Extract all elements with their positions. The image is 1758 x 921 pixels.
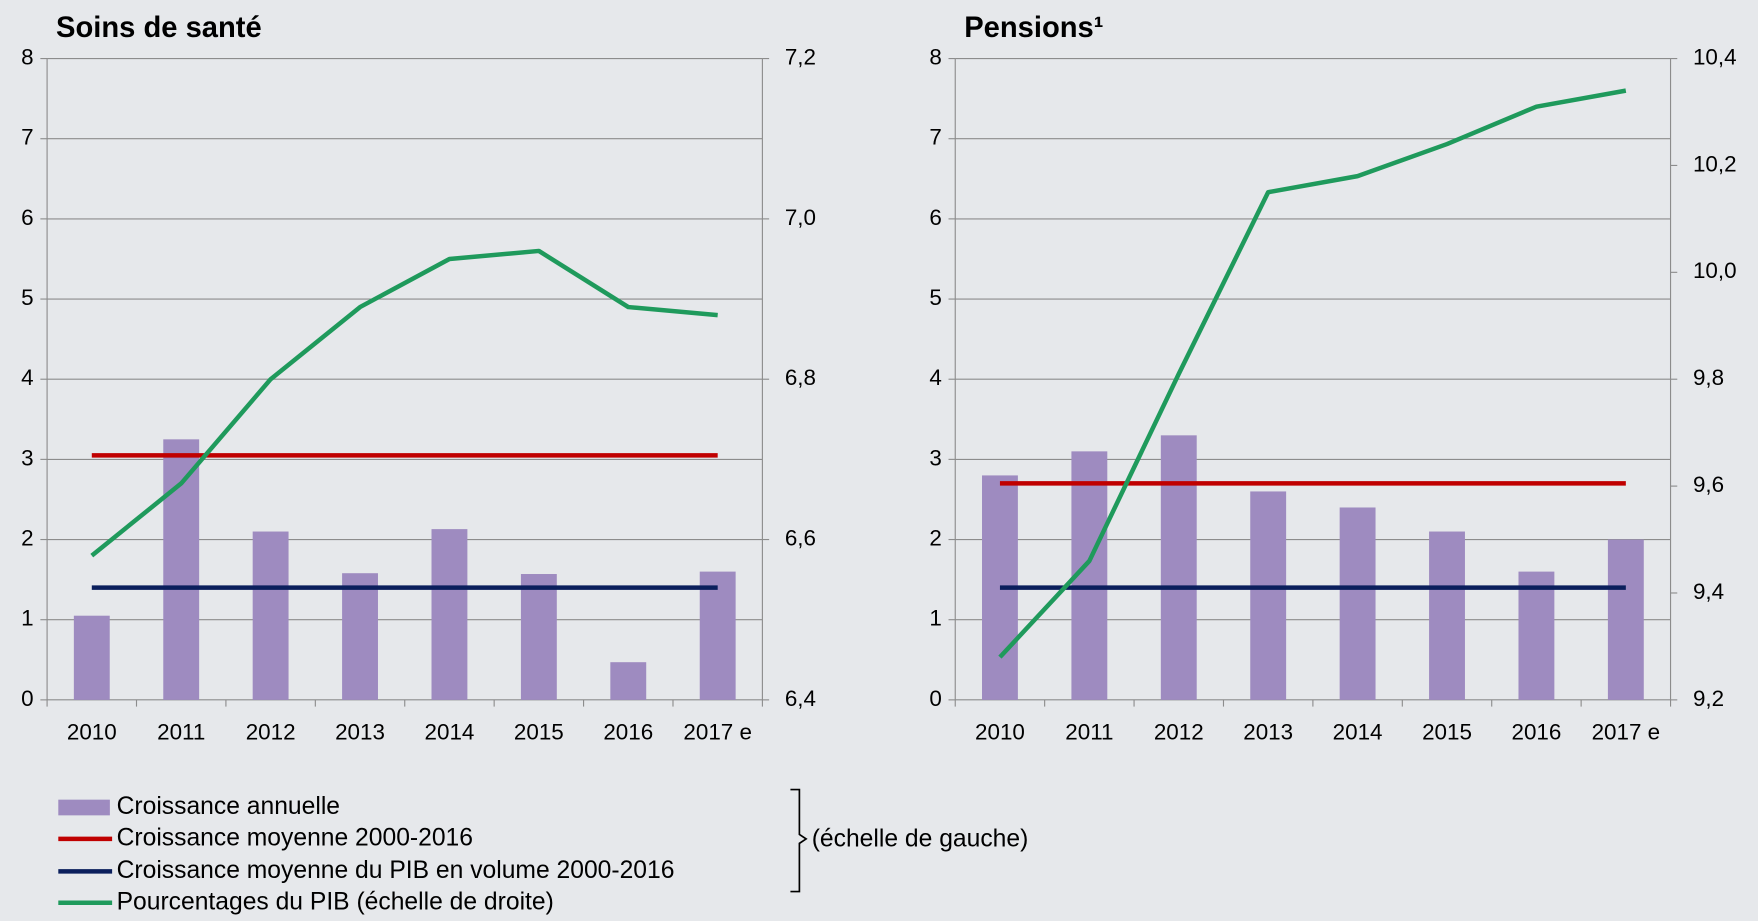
y-tick-label: 8	[929, 44, 941, 69]
y-tick-label: 3	[929, 445, 941, 470]
x-tick-label: 2014	[425, 719, 475, 744]
y-tick-label: 6	[929, 205, 941, 230]
bar	[73, 615, 110, 700]
y2-tick-label: 9,4	[1693, 579, 1724, 604]
bar	[610, 662, 647, 700]
y-tick-label: 3	[21, 445, 33, 470]
x-tick-label: 2013	[335, 719, 385, 744]
bar	[520, 574, 557, 700]
legend-swatch	[58, 799, 110, 816]
bar	[163, 439, 200, 700]
chart-title: Soins de santé	[56, 12, 262, 44]
y-tick-label: 0	[929, 686, 941, 711]
y2-tick-label: 10,4	[1693, 44, 1737, 69]
x-tick-label: 2010	[975, 719, 1025, 744]
x-tick-label: 2016	[1511, 719, 1561, 744]
bar	[431, 529, 468, 700]
y-tick-label: 4	[929, 365, 941, 390]
legend-bracket	[790, 788, 808, 893]
x-tick-label: 2011	[1065, 719, 1113, 744]
y-tick-label: 1	[929, 606, 941, 631]
bar	[1250, 491, 1287, 700]
x-tick-label: 2010	[67, 719, 117, 744]
bar	[1607, 539, 1644, 700]
y2-tick-label: 7,2	[785, 44, 816, 69]
legend-label: Pourcentages du PIB (échelle de droite)	[117, 888, 554, 915]
legend-label: Croissance moyenne 2000-2016	[117, 824, 473, 851]
y-tick-label: 4	[21, 365, 33, 390]
y-tick-label: 7	[21, 125, 33, 150]
x-tick-label: 2012	[246, 719, 296, 744]
y2-tick-label: 9,2	[1693, 686, 1724, 711]
chart-title: Pensions¹	[964, 12, 1103, 44]
legend-note: (échelle de gauche)	[812, 826, 1029, 853]
legend-label: Croissance moyenne du PIB en volume 2000…	[117, 857, 675, 884]
legend-label: Croissance annuelle	[117, 793, 340, 820]
x-tick-label: 2014	[1333, 719, 1383, 744]
x-tick-label: 2012	[1154, 719, 1204, 744]
y2-tick-label: 6,8	[785, 365, 816, 390]
bar	[342, 573, 378, 700]
bar	[1518, 571, 1555, 700]
x-tick-label: 2015	[1422, 719, 1472, 744]
y-tick-label: 5	[21, 285, 33, 310]
x-tick-label: 2016	[603, 719, 653, 744]
y2-tick-label: 10,2	[1693, 151, 1737, 176]
x-tick-label: 2017 e	[1592, 719, 1661, 744]
y2-tick-label: 6,6	[785, 525, 816, 550]
y-tick-label: 7	[929, 125, 941, 150]
y2-tick-label: 6,4	[785, 686, 816, 711]
y-tick-label: 1	[21, 606, 33, 631]
bar	[1429, 531, 1465, 700]
line-series	[90, 248, 718, 558]
bar	[1339, 507, 1376, 700]
x-tick-label: 2011	[157, 719, 205, 744]
y-tick-label: 6	[21, 205, 33, 230]
y2-tick-label: 9,8	[1693, 365, 1724, 390]
bar	[252, 531, 289, 700]
line-series	[998, 88, 1627, 659]
y-tick-label: 0	[21, 686, 33, 711]
x-tick-label: 2013	[1243, 719, 1293, 744]
y2-tick-label: 10,0	[1693, 258, 1737, 283]
y-tick-label: 2	[21, 525, 33, 550]
x-tick-label: 2017 e	[683, 719, 752, 744]
bar	[1160, 435, 1197, 700]
x-tick-label: 2015	[514, 719, 564, 744]
y-tick-label: 2	[929, 525, 941, 550]
y2-tick-label: 7,0	[785, 205, 816, 230]
y-tick-label: 8	[21, 44, 33, 69]
bar	[699, 571, 736, 700]
y2-tick-label: 9,6	[1693, 472, 1724, 497]
y-tick-label: 5	[929, 285, 941, 310]
